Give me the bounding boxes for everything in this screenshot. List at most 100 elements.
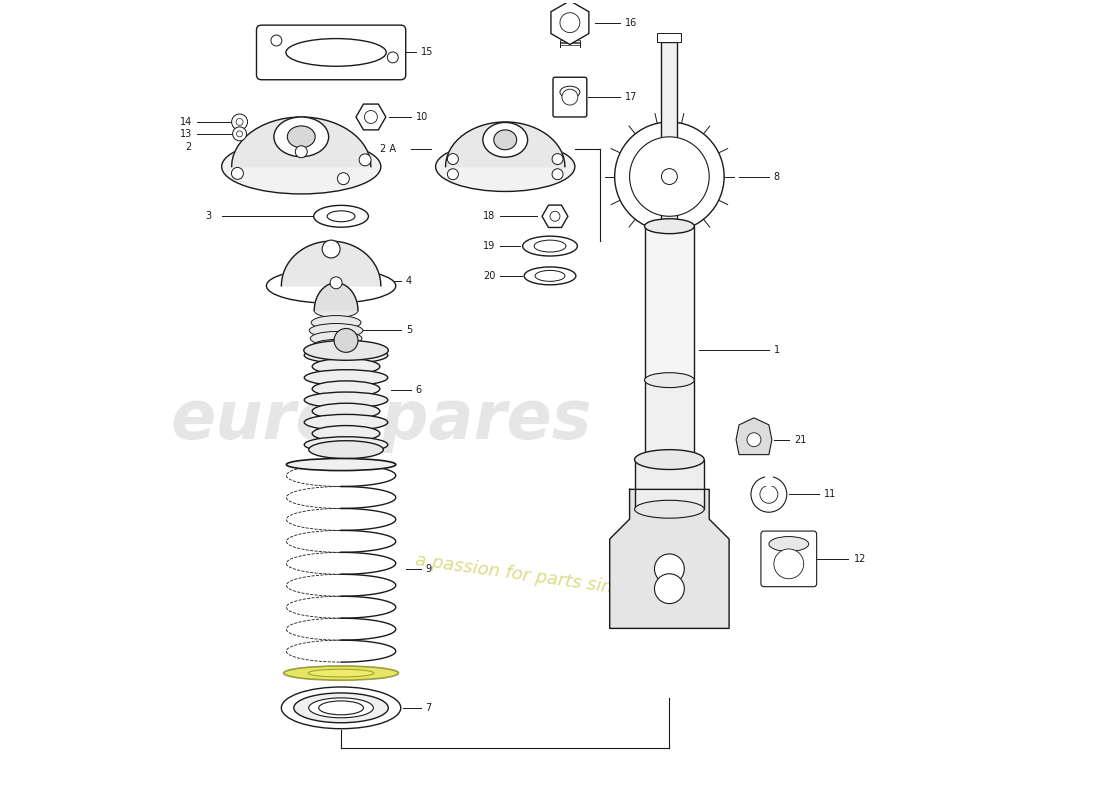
- Text: 7: 7: [426, 703, 432, 713]
- Bar: [645, 380, 694, 459]
- Ellipse shape: [305, 437, 388, 453]
- Text: 11: 11: [824, 490, 836, 499]
- Polygon shape: [551, 1, 588, 45]
- Text: 9: 9: [426, 564, 432, 574]
- Circle shape: [448, 169, 459, 180]
- Ellipse shape: [310, 331, 362, 346]
- Polygon shape: [232, 117, 371, 166]
- Ellipse shape: [312, 339, 360, 354]
- Ellipse shape: [286, 38, 386, 66]
- Circle shape: [295, 146, 307, 158]
- Polygon shape: [282, 241, 381, 286]
- Ellipse shape: [436, 142, 575, 191]
- Circle shape: [231, 167, 243, 179]
- Ellipse shape: [635, 450, 704, 470]
- Circle shape: [338, 173, 350, 185]
- Ellipse shape: [560, 86, 580, 98]
- Ellipse shape: [305, 414, 388, 430]
- Text: 4: 4: [406, 276, 411, 286]
- Text: 20: 20: [483, 271, 495, 281]
- Polygon shape: [609, 490, 729, 629]
- Ellipse shape: [312, 381, 380, 397]
- Circle shape: [334, 329, 358, 352]
- Text: 10: 10: [416, 112, 428, 122]
- Ellipse shape: [308, 670, 374, 677]
- Ellipse shape: [645, 373, 694, 387]
- Polygon shape: [446, 122, 565, 166]
- Circle shape: [232, 127, 246, 141]
- Circle shape: [774, 549, 804, 578]
- Ellipse shape: [274, 117, 329, 157]
- Circle shape: [661, 169, 678, 185]
- Bar: [764, 474, 773, 486]
- Ellipse shape: [282, 687, 400, 729]
- Text: 8: 8: [774, 171, 780, 182]
- Ellipse shape: [312, 358, 380, 374]
- Ellipse shape: [312, 403, 380, 419]
- Text: 17: 17: [625, 92, 637, 102]
- Text: 18: 18: [483, 211, 495, 222]
- Ellipse shape: [645, 218, 694, 234]
- FancyBboxPatch shape: [553, 78, 586, 117]
- Text: 19: 19: [483, 241, 495, 251]
- Circle shape: [654, 574, 684, 603]
- Circle shape: [322, 240, 340, 258]
- Ellipse shape: [535, 270, 565, 282]
- Circle shape: [552, 169, 563, 180]
- Circle shape: [760, 486, 778, 503]
- Ellipse shape: [318, 354, 354, 367]
- Ellipse shape: [535, 240, 565, 252]
- Bar: [635, 459, 704, 510]
- Ellipse shape: [483, 122, 528, 157]
- Text: 13: 13: [179, 129, 191, 139]
- Ellipse shape: [635, 500, 704, 518]
- Ellipse shape: [305, 392, 388, 408]
- Bar: [645, 226, 694, 380]
- Ellipse shape: [284, 666, 398, 680]
- Text: 1: 1: [774, 346, 780, 355]
- FancyBboxPatch shape: [256, 25, 406, 80]
- Circle shape: [552, 154, 563, 165]
- Text: 2: 2: [186, 142, 191, 152]
- Text: 16: 16: [625, 18, 637, 28]
- Ellipse shape: [309, 323, 363, 338]
- Circle shape: [550, 211, 560, 222]
- Ellipse shape: [319, 701, 363, 714]
- Ellipse shape: [309, 698, 373, 718]
- Ellipse shape: [294, 693, 388, 722]
- Ellipse shape: [266, 269, 396, 303]
- Text: 2 A: 2 A: [379, 144, 396, 154]
- Text: 21: 21: [794, 434, 806, 445]
- Ellipse shape: [304, 341, 388, 360]
- Ellipse shape: [524, 267, 576, 285]
- Circle shape: [629, 137, 710, 216]
- Text: a passion for parts since 1985: a passion for parts since 1985: [414, 551, 686, 606]
- Ellipse shape: [327, 211, 355, 222]
- Ellipse shape: [311, 315, 361, 330]
- Text: 3: 3: [206, 211, 211, 222]
- Ellipse shape: [286, 458, 396, 470]
- Circle shape: [448, 154, 459, 165]
- Bar: [658, 33, 681, 42]
- Circle shape: [359, 154, 371, 166]
- Polygon shape: [315, 283, 358, 310]
- Circle shape: [364, 110, 377, 123]
- Circle shape: [562, 89, 578, 105]
- Circle shape: [747, 433, 761, 446]
- Polygon shape: [356, 104, 386, 130]
- Circle shape: [654, 554, 684, 584]
- Circle shape: [271, 35, 282, 46]
- Ellipse shape: [315, 347, 358, 362]
- Text: 6: 6: [416, 385, 421, 395]
- Ellipse shape: [309, 441, 383, 458]
- Ellipse shape: [522, 236, 578, 256]
- Circle shape: [232, 114, 248, 130]
- Ellipse shape: [494, 130, 517, 150]
- Circle shape: [387, 52, 398, 63]
- Circle shape: [560, 13, 580, 33]
- Ellipse shape: [305, 347, 388, 363]
- Circle shape: [751, 477, 786, 512]
- Circle shape: [236, 118, 243, 126]
- Text: 5: 5: [406, 326, 412, 335]
- Text: 15: 15: [420, 47, 433, 58]
